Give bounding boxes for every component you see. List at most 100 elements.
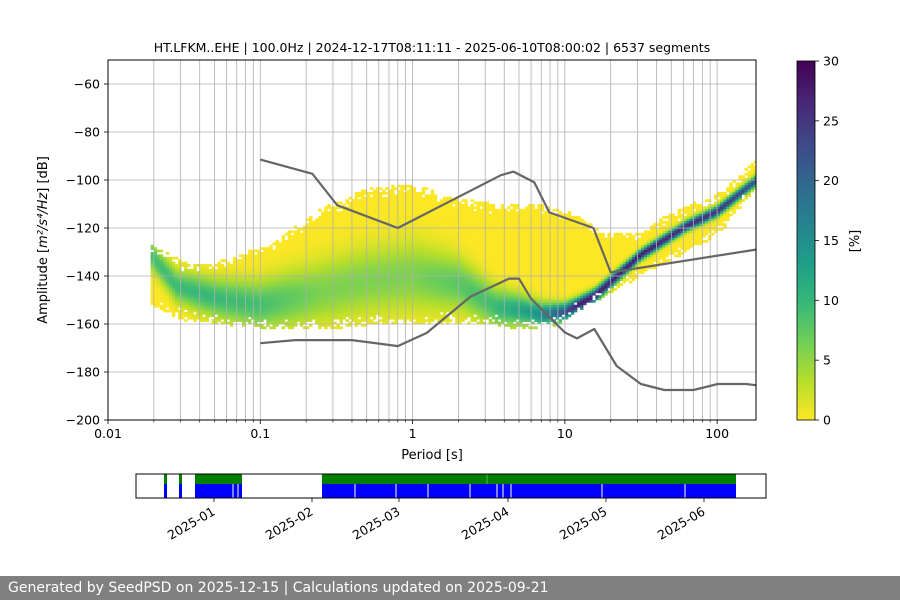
- heatmap-cell: [181, 283, 185, 286]
- heatmap-cell: [433, 223, 438, 226]
- heatmap-cell: [327, 302, 331, 306]
- heatmap-cell: [476, 316, 480, 320]
- heatmap-cell: [388, 278, 392, 282]
- heatmap-cell: [391, 242, 395, 246]
- heatmap-cell: [360, 292, 365, 296]
- heatmap-cell: [168, 271, 173, 274]
- heatmap-cell: [309, 240, 313, 243]
- heatmap-cell: [266, 300, 270, 303]
- heatmap-cell: [397, 220, 401, 224]
- heatmap-cell: [446, 196, 450, 200]
- heatmap-cell: [394, 187, 398, 190]
- heatmap-cell: [403, 218, 407, 222]
- heatmap-cell: [476, 254, 480, 258]
- heatmap-cell: [309, 276, 313, 279]
- heatmap-cell: [510, 326, 514, 330]
- heatmap-cell: [153, 285, 158, 289]
- heatmap-cell: [321, 321, 325, 325]
- heatmap-cell: [242, 276, 246, 279]
- heatmap-cell: [336, 218, 340, 222]
- heatmap-cell: [339, 280, 343, 284]
- heatmap-cell: [333, 271, 337, 274]
- heatmap-cell: [214, 280, 218, 284]
- heatmap-cell: [427, 256, 432, 260]
- heatmap-cell: [485, 259, 490, 262]
- heatmap-cell: [153, 271, 158, 274]
- heatmap-cell: [184, 283, 188, 286]
- heatmap-cell: [315, 256, 319, 260]
- heatmap-cell: [482, 237, 487, 241]
- heatmap-cell: [242, 283, 246, 286]
- heatmap-cell: [506, 307, 511, 310]
- heatmap-cell: [406, 288, 410, 291]
- heatmap-cell: [458, 247, 462, 250]
- heatmap-cell: [217, 290, 222, 294]
- heatmap-cell: [363, 259, 368, 262]
- heatmap-cell: [321, 278, 325, 282]
- heatmap-cell: [464, 312, 468, 315]
- heatmap-cell: [272, 288, 276, 291]
- heatmap-cell: [296, 268, 301, 272]
- heatmap-cell: [299, 228, 304, 231]
- heatmap-cell: [476, 223, 480, 226]
- heatmap-cell: [254, 266, 258, 270]
- heatmap-cell: [199, 285, 203, 289]
- heatmap-cell: [208, 290, 212, 294]
- heatmap-cell: [464, 264, 468, 267]
- heatmap-cell: [372, 192, 377, 195]
- heatmap-cell: [321, 247, 325, 250]
- heatmap-cell: [369, 314, 374, 318]
- heatmap-cell: [500, 228, 505, 231]
- heatmap-cell: [406, 297, 410, 301]
- heatmap-cell: [391, 230, 395, 234]
- heatmap-cell: [379, 230, 383, 234]
- heatmap-cell: [467, 216, 471, 219]
- heatmap-cell: [360, 211, 365, 214]
- heatmap-cell: [510, 244, 514, 248]
- heatmap-cell: [254, 271, 258, 274]
- heatmap-cell: [391, 276, 395, 279]
- heatmap-cell: [348, 278, 353, 282]
- heatmap-cell: [443, 252, 447, 255]
- heatmap-cell: [260, 266, 264, 270]
- heatmap-cell: [464, 276, 468, 279]
- heatmap-cell: [385, 218, 389, 222]
- heatmap-cell: [257, 297, 261, 301]
- heatmap-cell: [491, 321, 496, 325]
- heatmap-cell: [476, 204, 480, 207]
- heatmap-cell: [443, 307, 447, 310]
- heatmap-cell: [461, 235, 465, 238]
- heatmap-cell: [403, 220, 407, 224]
- heatmap-cell: [278, 249, 282, 253]
- heatmap-cell: [513, 314, 517, 318]
- heatmap-cell: [257, 266, 261, 270]
- heatmap-cell: [458, 316, 462, 320]
- heatmap-cell: [199, 302, 203, 306]
- heatmap-cell: [309, 223, 313, 226]
- heatmap-cell: [251, 300, 255, 303]
- heatmap-cell: [312, 276, 316, 279]
- heatmap-cell: [263, 261, 267, 265]
- heatmap-cell: [382, 283, 386, 286]
- heatmap-cell: [485, 271, 490, 274]
- heatmap-cell: [345, 285, 349, 289]
- heatmap-cell: [309, 242, 313, 246]
- heatmap-cell: [175, 304, 179, 308]
- heatmap-cell: [327, 285, 331, 289]
- heatmap-cell: [333, 259, 337, 262]
- heatmap-cell: [470, 204, 474, 207]
- heatmap-cell: [467, 254, 471, 258]
- heatmap-cell: [272, 321, 276, 325]
- heatmap-cell: [293, 261, 298, 265]
- heatmap-cell: [400, 290, 404, 294]
- heatmap-cell: [418, 194, 423, 198]
- heatmap-cell: [406, 273, 410, 277]
- heatmap-cell: [348, 264, 353, 267]
- heatmap-cell: [461, 295, 465, 298]
- heatmap-cell: [379, 252, 383, 255]
- heatmap-cell: [348, 228, 353, 231]
- heatmap-cell: [315, 252, 319, 255]
- heatmap-cell: [348, 300, 353, 303]
- heatmap-cell: [171, 309, 176, 313]
- heatmap-cell: [424, 309, 429, 313]
